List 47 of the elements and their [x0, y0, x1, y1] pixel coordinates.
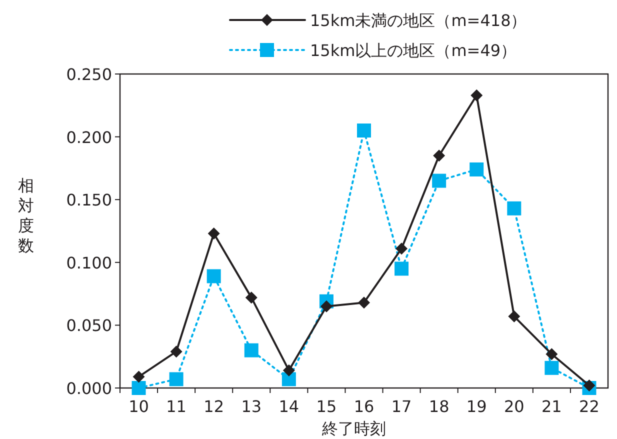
point — [132, 381, 146, 395]
point — [245, 292, 258, 304]
x-tick-label: 18 — [428, 397, 450, 416]
point — [357, 124, 371, 138]
point — [244, 343, 258, 358]
legend-label: 15km未満の地区（m=418） — [310, 11, 527, 30]
point — [546, 348, 558, 360]
point — [394, 262, 409, 276]
y-tick-label: 0.000 — [66, 379, 112, 398]
y-tick-label: 0.150 — [66, 190, 112, 210]
point — [208, 228, 220, 240]
point — [432, 174, 446, 188]
point — [169, 372, 184, 386]
x-tick-label: 11 — [166, 397, 186, 416]
y-tick-label: 0.050 — [66, 316, 112, 336]
point — [433, 150, 446, 162]
x-tick-label: 12 — [204, 397, 224, 416]
point — [507, 201, 522, 216]
point — [170, 346, 182, 358]
y-tick-label: 0.100 — [66, 253, 112, 272]
point — [396, 242, 408, 255]
point — [508, 310, 520, 322]
x-tick-label: 13 — [241, 397, 262, 416]
point — [583, 379, 596, 392]
point — [358, 296, 370, 309]
point — [470, 162, 484, 176]
legend-label: 15km以上の地区（m=49） — [310, 41, 517, 60]
x-tick-label: 14 — [278, 397, 300, 416]
point — [544, 360, 559, 375]
x-tick-label: 17 — [391, 397, 412, 416]
x-tick-label: 22 — [579, 397, 600, 416]
point — [206, 269, 221, 284]
x-tick-label: 20 — [504, 397, 524, 416]
point — [282, 372, 296, 386]
x-tick-label: 21 — [542, 397, 562, 416]
point — [282, 364, 295, 376]
x-tick-label: 16 — [354, 397, 374, 416]
y-axis-title: 相対度数 — [18, 176, 34, 255]
point — [470, 89, 483, 102]
x-tick-label: 19 — [466, 397, 487, 416]
y-tick-label: 0.200 — [66, 128, 112, 147]
point — [320, 300, 332, 312]
point — [132, 370, 145, 383]
y-tick-label: 0.250 — [66, 65, 112, 84]
x-axis-title: 終了時刻 — [321, 419, 386, 438]
x-tick-label: 10 — [128, 397, 149, 416]
x-tick-label: 15 — [316, 397, 337, 416]
